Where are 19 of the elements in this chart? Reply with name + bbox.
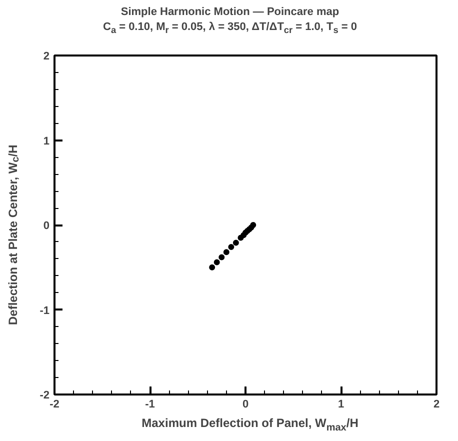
x-axis-title: Maximum Deflection of Panel, W$_{max}$/H: [142, 415, 358, 436]
point: [250, 222, 256, 228]
x-tick-label: 2: [433, 398, 440, 410]
point: [228, 244, 234, 250]
y-tick-label: 0: [43, 220, 50, 232]
x-tick-label: 0: [242, 398, 249, 410]
point: [214, 259, 220, 266]
y-tick-label: -2: [40, 390, 50, 402]
x-tick-label: 1: [338, 398, 344, 410]
text: C$_{a}$ = 0.10, M$_{r}$ = 0.05, λ = 350, ΔT/ΔT$_{cr}$ = 1.0, T$_{s}$ = 0: [102, 21, 357, 36]
y-tick-label: 1: [43, 135, 50, 148]
chart-title: Simple Harmonic Motion — Poincare map: [120, 6, 340, 18]
point: [218, 254, 225, 260]
point: [209, 264, 216, 270]
y-tick-label: 2: [43, 50, 50, 62]
point: [232, 240, 239, 246]
point: [223, 249, 230, 256]
y-tick-label: -1: [40, 304, 50, 317]
x-tick-label: -1: [145, 398, 155, 410]
